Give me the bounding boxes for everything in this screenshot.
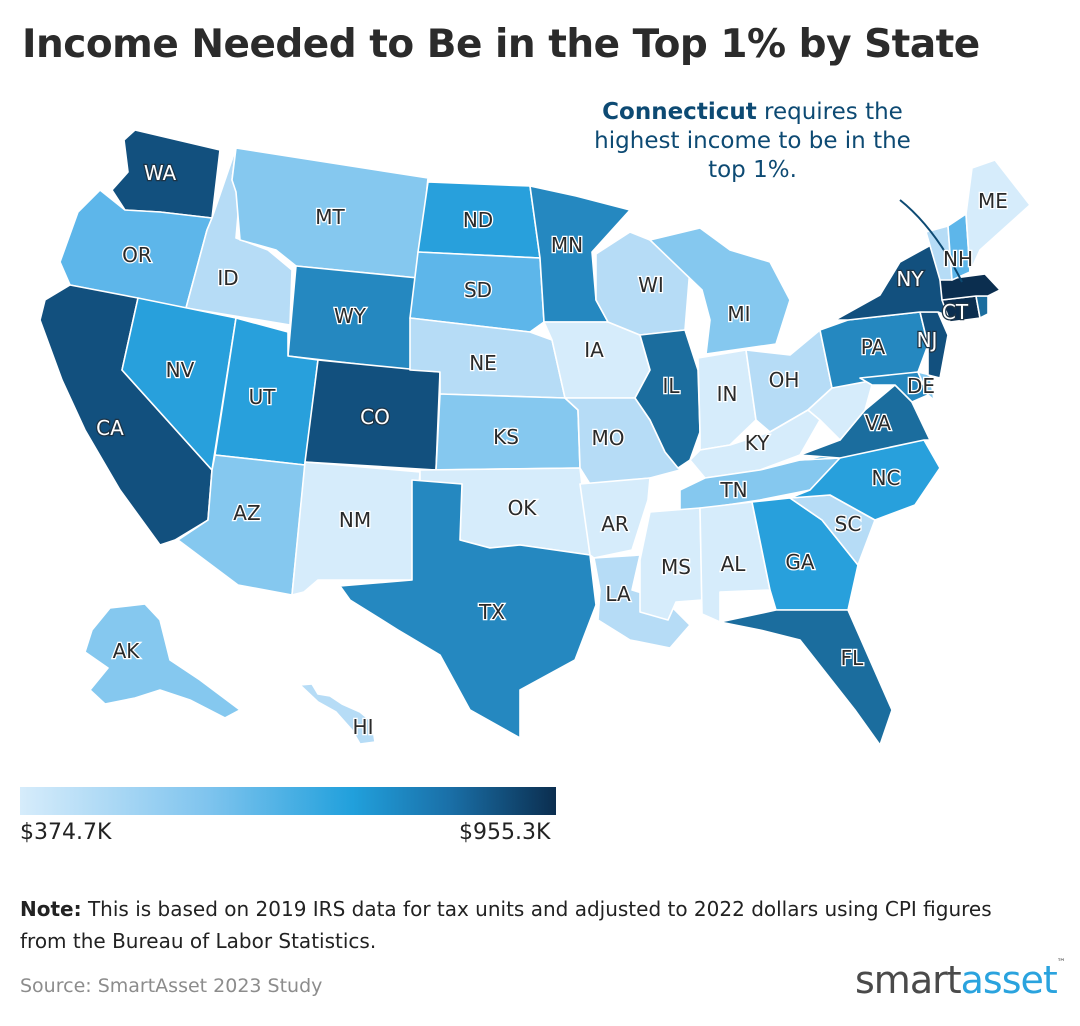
state-label-ak: AK	[113, 639, 141, 663]
state-label-id: ID	[217, 266, 238, 290]
state-label-fl: FL	[841, 646, 865, 670]
state-de	[917, 371, 935, 401]
state-label-ca: CA	[96, 416, 124, 440]
legend-max-label: $955.3K	[459, 820, 551, 845]
legend-color-scale	[20, 787, 556, 815]
state-label-la: LA	[605, 582, 631, 606]
state-label-in: IN	[717, 382, 738, 406]
state-label-hi: HI	[353, 715, 374, 739]
callout-state: Connecticut	[602, 99, 757, 125]
state-fl	[719, 609, 893, 746]
source-credit: Source: SmartAsset 2023 Study	[20, 975, 323, 997]
state-label-mt: MT	[315, 205, 345, 229]
state-label-ne: NE	[469, 351, 497, 375]
state-label-sc: SC	[835, 512, 862, 536]
state-label-de: DE	[907, 374, 935, 398]
callout-text-1: requires the	[756, 99, 903, 125]
state-label-oh: OH	[769, 368, 800, 392]
state-label-co: CO	[360, 405, 390, 429]
state-label-or: OR	[122, 243, 152, 267]
state-label-pa: PA	[861, 335, 886, 359]
callout-text-2: highest income to be in the	[594, 128, 911, 154]
callout-text-3: top 1%.	[708, 157, 797, 183]
state-label-ia: IA	[584, 338, 604, 362]
state-label-wi: WI	[638, 273, 664, 297]
state-label-ks: KS	[493, 425, 519, 449]
state-label-tn: TN	[719, 478, 747, 502]
state-label-ut: UT	[249, 385, 277, 409]
state-label-mo: MO	[592, 426, 625, 450]
state-nc	[789, 439, 941, 521]
state-ma	[939, 273, 1001, 301]
footnote: Note: This is based on 2019 IRS data for…	[20, 893, 1030, 957]
state-label-tx: TX	[478, 600, 505, 624]
state-label-ar: AR	[601, 512, 629, 536]
state-label-va: VA	[865, 411, 891, 435]
state-ak	[84, 603, 241, 719]
state-label-az: AZ	[233, 501, 260, 525]
state-label-ny: NY	[896, 267, 924, 291]
state-label-me: ME	[978, 189, 1008, 213]
state-label-ms: MS	[661, 555, 691, 579]
state-label-wy: WY	[334, 304, 367, 328]
state-tx	[339, 479, 597, 739]
footnote-label: Note:	[20, 897, 82, 921]
state-label-nc: NC	[872, 466, 901, 490]
us-choropleth-map: WA OR CA ID NV MT WY UT AZ CO NM ND SD N…	[39, 129, 1031, 746]
legend-min-label: $374.7K	[20, 820, 112, 845]
state-label-ok: OK	[508, 496, 538, 520]
smartasset-logo: smartasset™	[855, 958, 1066, 1002]
page-title: Income Needed to Be in the Top 1% by Sta…	[22, 22, 980, 67]
state-label-mn: MN	[551, 233, 583, 257]
state-me	[965, 159, 1031, 273]
state-label-nd: ND	[463, 208, 493, 232]
state-label-ga: GA	[785, 550, 814, 574]
state-label-nv: NV	[166, 358, 195, 382]
state-hi	[299, 683, 376, 745]
state-label-mi: MI	[727, 302, 750, 326]
state-label-al: AL	[721, 552, 747, 576]
state-label-nh: NH	[943, 247, 973, 271]
state-mi	[649, 227, 791, 355]
state-ar	[579, 477, 651, 559]
state-label-wa: WA	[144, 161, 177, 185]
footnote-text: This is based on 2019 IRS data for tax u…	[20, 897, 992, 953]
state-label-nm: NM	[339, 508, 371, 532]
callout-pointer-line	[899, 199, 963, 283]
callout-annotation: Connecticut requires the highest income …	[560, 98, 945, 185]
state-label-sd: SD	[464, 278, 492, 302]
state-label-nj: NJ	[917, 328, 938, 352]
state-label-ct: CT	[942, 300, 969, 324]
state-sd	[409, 251, 545, 333]
state-label-ky: KY	[745, 431, 770, 455]
state-il	[634, 329, 701, 469]
state-label-il: IL	[662, 374, 680, 398]
